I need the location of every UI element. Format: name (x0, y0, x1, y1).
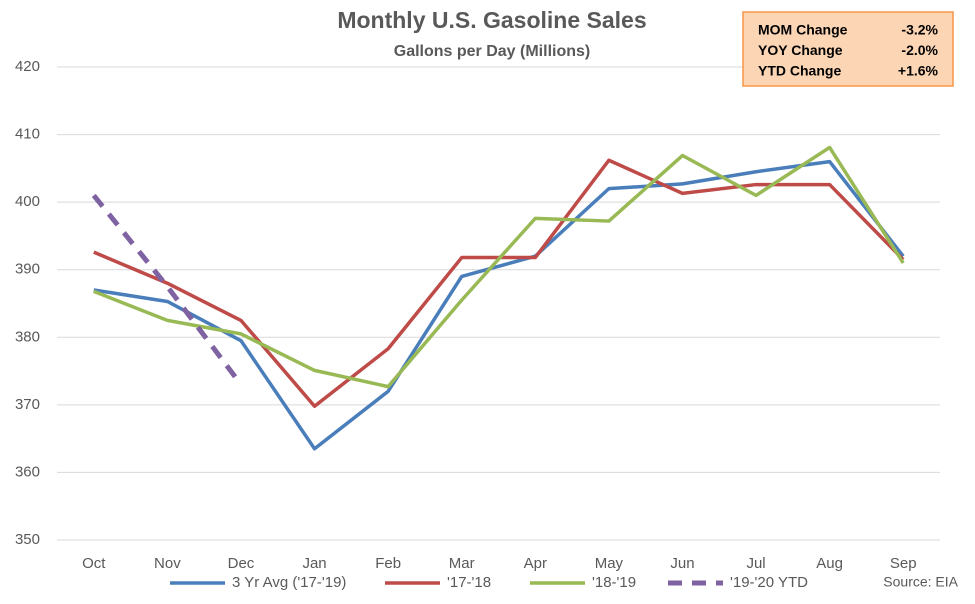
chart-title: Monthly U.S. Gasoline Sales (337, 7, 646, 33)
x-tick-label: Feb (375, 555, 401, 572)
info-value: -3.2% (901, 22, 938, 38)
series-line (93, 158, 905, 408)
info-box (742, 11, 954, 87)
x-tick-label: Jun (670, 555, 694, 572)
series-line (91, 193, 243, 387)
x-tick-label: Nov (154, 555, 181, 572)
info-label: MOM Change (758, 22, 848, 38)
x-tick-label: Apr (524, 555, 547, 572)
y-tick-label: 420 (15, 58, 40, 75)
x-tick-label: Aug (816, 555, 843, 572)
x-tick-label: Sep (890, 555, 917, 572)
x-tick-label: May (595, 555, 624, 572)
y-tick-label: 400 (15, 193, 40, 210)
legend-label: '17-'18 (447, 574, 491, 591)
info-value: -2.0% (901, 42, 938, 58)
y-tick-label: 390 (15, 261, 40, 278)
x-tick-label: Jan (302, 555, 326, 572)
legend-label: '19-'20 YTD (730, 574, 808, 591)
series-line (93, 145, 905, 389)
info-value: +1.6% (898, 63, 939, 79)
x-tick-label: Dec (228, 555, 255, 572)
y-tick-label: 350 (15, 531, 40, 548)
y-tick-label: 380 (15, 328, 40, 345)
source: Source: EIA (883, 574, 958, 590)
chart-subtitle: Gallons per Day (Millions) (394, 43, 590, 60)
info-label: YOY Change (758, 42, 843, 58)
legend-label: 3 Yr Avg ('17-'19) (232, 574, 346, 591)
info-label: YTD Change (758, 63, 841, 79)
legend-label: '18-'19 (592, 574, 636, 591)
x-tick-label: Oct (82, 555, 106, 572)
series-line (93, 159, 905, 451)
y-tick-label: 360 (15, 463, 40, 480)
x-tick-label: Mar (449, 555, 475, 572)
y-tick-label: 370 (15, 396, 40, 413)
x-tick-label: Jul (746, 555, 765, 572)
y-tick-label: 410 (15, 126, 40, 143)
